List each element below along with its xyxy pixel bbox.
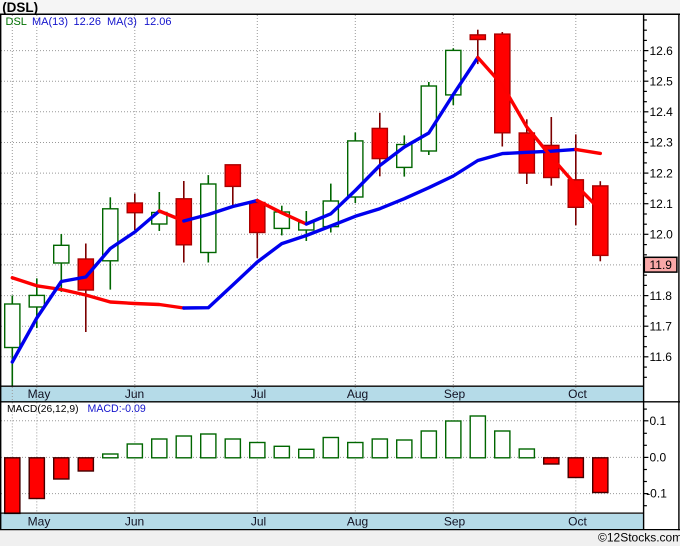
svg-text:MACD:-0.09: MACD:-0.09 xyxy=(88,403,146,415)
svg-text:Sep: Sep xyxy=(444,387,466,401)
svg-text:Jun: Jun xyxy=(125,387,144,401)
svg-text:Oct: Oct xyxy=(568,387,587,401)
svg-text:0.0: 0.0 xyxy=(650,450,667,464)
svg-text:Aug: Aug xyxy=(347,387,368,401)
svg-text:May: May xyxy=(28,515,51,529)
svg-text:11.6: 11.6 xyxy=(650,350,673,364)
svg-text:May: May xyxy=(28,387,51,401)
svg-text:Aug: Aug xyxy=(347,515,368,529)
svg-text:12.2: 12.2 xyxy=(650,166,674,180)
svg-text:Jul: Jul xyxy=(251,515,266,529)
svg-text:Oct: Oct xyxy=(568,515,587,529)
svg-text:12.4: 12.4 xyxy=(650,105,674,119)
svg-text:Sep: Sep xyxy=(444,515,466,529)
svg-text:Jul: Jul xyxy=(251,387,266,401)
svg-text:MACD(26,12,9): MACD(26,12,9) xyxy=(7,404,79,415)
svg-text:©12Stocks.com: ©12Stocks.com xyxy=(598,530,680,544)
svg-text:12.06: 12.06 xyxy=(144,16,172,28)
svg-text:Jun: Jun xyxy=(125,515,144,529)
svg-text:12.5: 12.5 xyxy=(650,74,674,88)
svg-text:11.9: 11.9 xyxy=(650,258,673,272)
svg-text:0.1: 0.1 xyxy=(650,414,667,428)
svg-text:12.1: 12.1 xyxy=(650,197,674,211)
svg-text:11.7: 11.7 xyxy=(650,319,673,333)
svg-text:-0.1: -0.1 xyxy=(646,487,667,501)
svg-text:(DSL): (DSL) xyxy=(2,0,38,15)
svg-text:11.8: 11.8 xyxy=(650,289,673,303)
svg-text:DSL: DSL xyxy=(6,16,27,28)
svg-text:12.3: 12.3 xyxy=(650,136,674,150)
svg-text:12.26: 12.26 xyxy=(74,16,102,28)
svg-text:MA(13): MA(13) xyxy=(32,16,68,28)
svg-text:12.6: 12.6 xyxy=(650,44,674,58)
svg-text:MA(3): MA(3) xyxy=(107,16,137,28)
svg-text:12.0: 12.0 xyxy=(650,228,674,242)
